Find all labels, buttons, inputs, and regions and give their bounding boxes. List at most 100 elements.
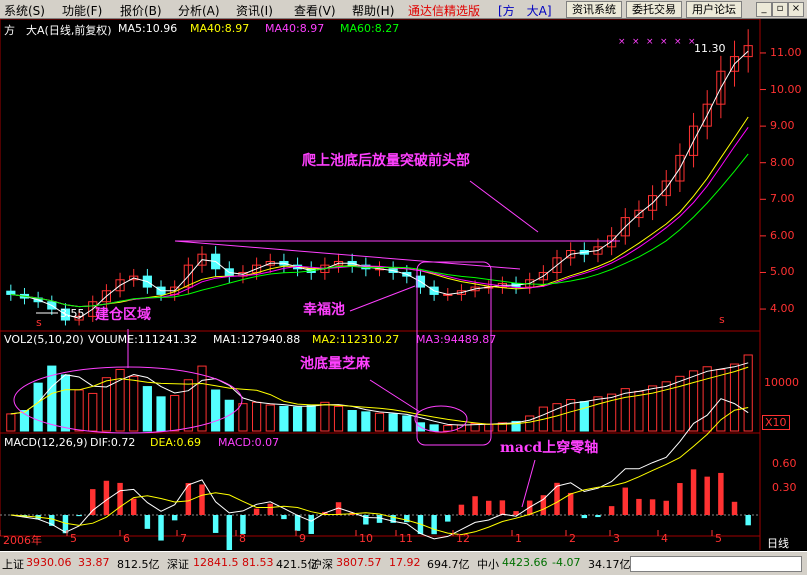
- date-tick-label: 7: [180, 532, 187, 545]
- forum-button[interactable]: 用户论坛: [686, 1, 742, 18]
- stock-name: 方 大A(日线,前复权): [4, 24, 112, 37]
- volume-bar: [211, 389, 221, 432]
- candle-body: [129, 275, 139, 281]
- candle-body: [538, 271, 548, 281]
- status-input[interactable]: [630, 556, 802, 572]
- restore-icon[interactable]: ▫: [772, 2, 788, 17]
- date-tick-label: 9: [299, 532, 306, 545]
- menu-analysis[interactable]: 分析(A): [178, 4, 220, 18]
- marker-x: ×: [674, 37, 682, 47]
- menu-info[interactable]: 资讯(I): [236, 4, 273, 18]
- ma40b-value: MA40:8.97: [265, 22, 325, 35]
- sz-label: 深证: [167, 558, 189, 571]
- period-label[interactable]: 日线: [767, 537, 789, 550]
- volume-bar: [388, 413, 398, 432]
- happy-pool-label: 幸福池: [303, 302, 345, 318]
- volume-bar: [142, 386, 152, 432]
- date-tick-label: 11: [399, 532, 413, 545]
- candle-body: [661, 180, 671, 197]
- neckline: [174, 240, 521, 270]
- date-tick-label: 2006年: [3, 534, 42, 547]
- menubar: 系统(S) 功能(F) 报价(B) 分析(A) 资讯(I) 查看(V) 帮助(H…: [0, 0, 807, 19]
- zx-change: -4.07: [552, 556, 581, 569]
- volume-bar: [320, 401, 330, 432]
- sz-amount: 421.5亿: [276, 558, 319, 571]
- volume-bar: [306, 404, 316, 432]
- price-tick-label: 6.00: [770, 228, 795, 242]
- sh-change: 33.87: [78, 556, 110, 569]
- index-statusbar: 上证 3930.06 33.87 812.5亿 深证 12841.5 81.53…: [0, 551, 807, 575]
- candle-body: [647, 195, 658, 211]
- volume-bar: [702, 366, 712, 432]
- volume-value: VOLUME:111241.32: [88, 333, 198, 346]
- volume-bar: [88, 392, 98, 432]
- pool-volume-ellipse: [414, 405, 468, 433]
- trade-button[interactable]: 委托交易: [626, 1, 682, 18]
- volume-bar: [620, 388, 630, 432]
- candle-body: [634, 209, 644, 219]
- volume-panel: [0, 330, 761, 434]
- menu-function[interactable]: 功能(F): [62, 4, 103, 18]
- volume-bar: [634, 390, 644, 432]
- candle-body: [6, 290, 16, 295]
- s-marker-left: s: [36, 316, 42, 329]
- candle-body: [456, 290, 467, 295]
- menu-help[interactable]: 帮助(H): [352, 4, 395, 18]
- candle-body: [688, 125, 699, 156]
- candle-body: [115, 279, 125, 292]
- dif-value: DIF:0.72: [90, 436, 136, 449]
- volume-bar: [156, 396, 166, 432]
- volume-bar: [484, 423, 494, 432]
- candle-body: [197, 253, 207, 266]
- ma5-value: MA5:10.96: [118, 22, 178, 35]
- hs-amount: 694.7亿: [427, 558, 470, 571]
- volume-bar: [74, 389, 84, 432]
- price-tick-label: 10.00: [770, 82, 802, 96]
- volume-bar: [347, 410, 357, 432]
- minimize-icon[interactable]: _: [756, 2, 772, 17]
- candle-body: [566, 250, 576, 259]
- volume-bar: [675, 375, 685, 432]
- volume-bar: [197, 365, 207, 432]
- volume-bar: [238, 403, 248, 432]
- volume-bar: [252, 401, 262, 432]
- ma40-value: MA40:8.97: [190, 22, 250, 35]
- zx-label: 中小: [477, 558, 499, 571]
- volume-bar: [402, 415, 412, 432]
- volume-bar: [579, 401, 589, 432]
- vol-ma1-line: [10, 362, 749, 426]
- candle-body: [593, 246, 603, 255]
- hs-change: 17.92: [389, 556, 421, 569]
- ma5-line: [10, 50, 749, 319]
- close-icon[interactable]: ×: [788, 2, 804, 17]
- candle-body: [183, 264, 193, 288]
- marker-x: ×: [646, 37, 654, 47]
- sz-value: 12841.5: [193, 556, 239, 569]
- build-area-label: 建仓区域: [95, 307, 151, 323]
- macd-cross-label: macd上穿零轴: [500, 440, 599, 456]
- volume-bar: [183, 379, 193, 432]
- stock-chart[interactable]: × × × × × × 方 大A(日线,前复权) MA5:10.96 MA40:8.97 …: [0, 18, 807, 552]
- app-title: 通达信精选版: [408, 4, 481, 18]
- sh-value: 3930.06: [26, 556, 72, 569]
- info-system-button[interactable]: 资讯系统: [566, 1, 622, 18]
- happy-pool-box: [416, 261, 492, 446]
- volume-bar: [170, 394, 180, 432]
- candle-body: [552, 257, 562, 273]
- macd-axis-030: 0.30: [772, 481, 797, 494]
- zx-amount: 34.17亿: [588, 558, 631, 571]
- chart-canvas: × × × × × ×: [0, 18, 766, 552]
- volume-bar: [456, 424, 467, 432]
- menu-view[interactable]: 查看(V): [294, 4, 336, 18]
- candle-body: [88, 301, 98, 317]
- dea-line: [10, 407, 749, 536]
- volume-bar: [661, 381, 671, 432]
- menu-system[interactable]: 系统(S): [4, 4, 45, 18]
- volume-bar: [538, 406, 548, 432]
- menu-quote[interactable]: 报价(B): [120, 4, 162, 18]
- stock-tag: [方 大A]: [498, 4, 552, 18]
- vol-ma2-value: MA2:112310.27: [312, 333, 400, 346]
- dea-value: DEA:0.69: [150, 436, 201, 449]
- macd-cross-arrow: [521, 459, 536, 508]
- volume-bar: [374, 412, 385, 432]
